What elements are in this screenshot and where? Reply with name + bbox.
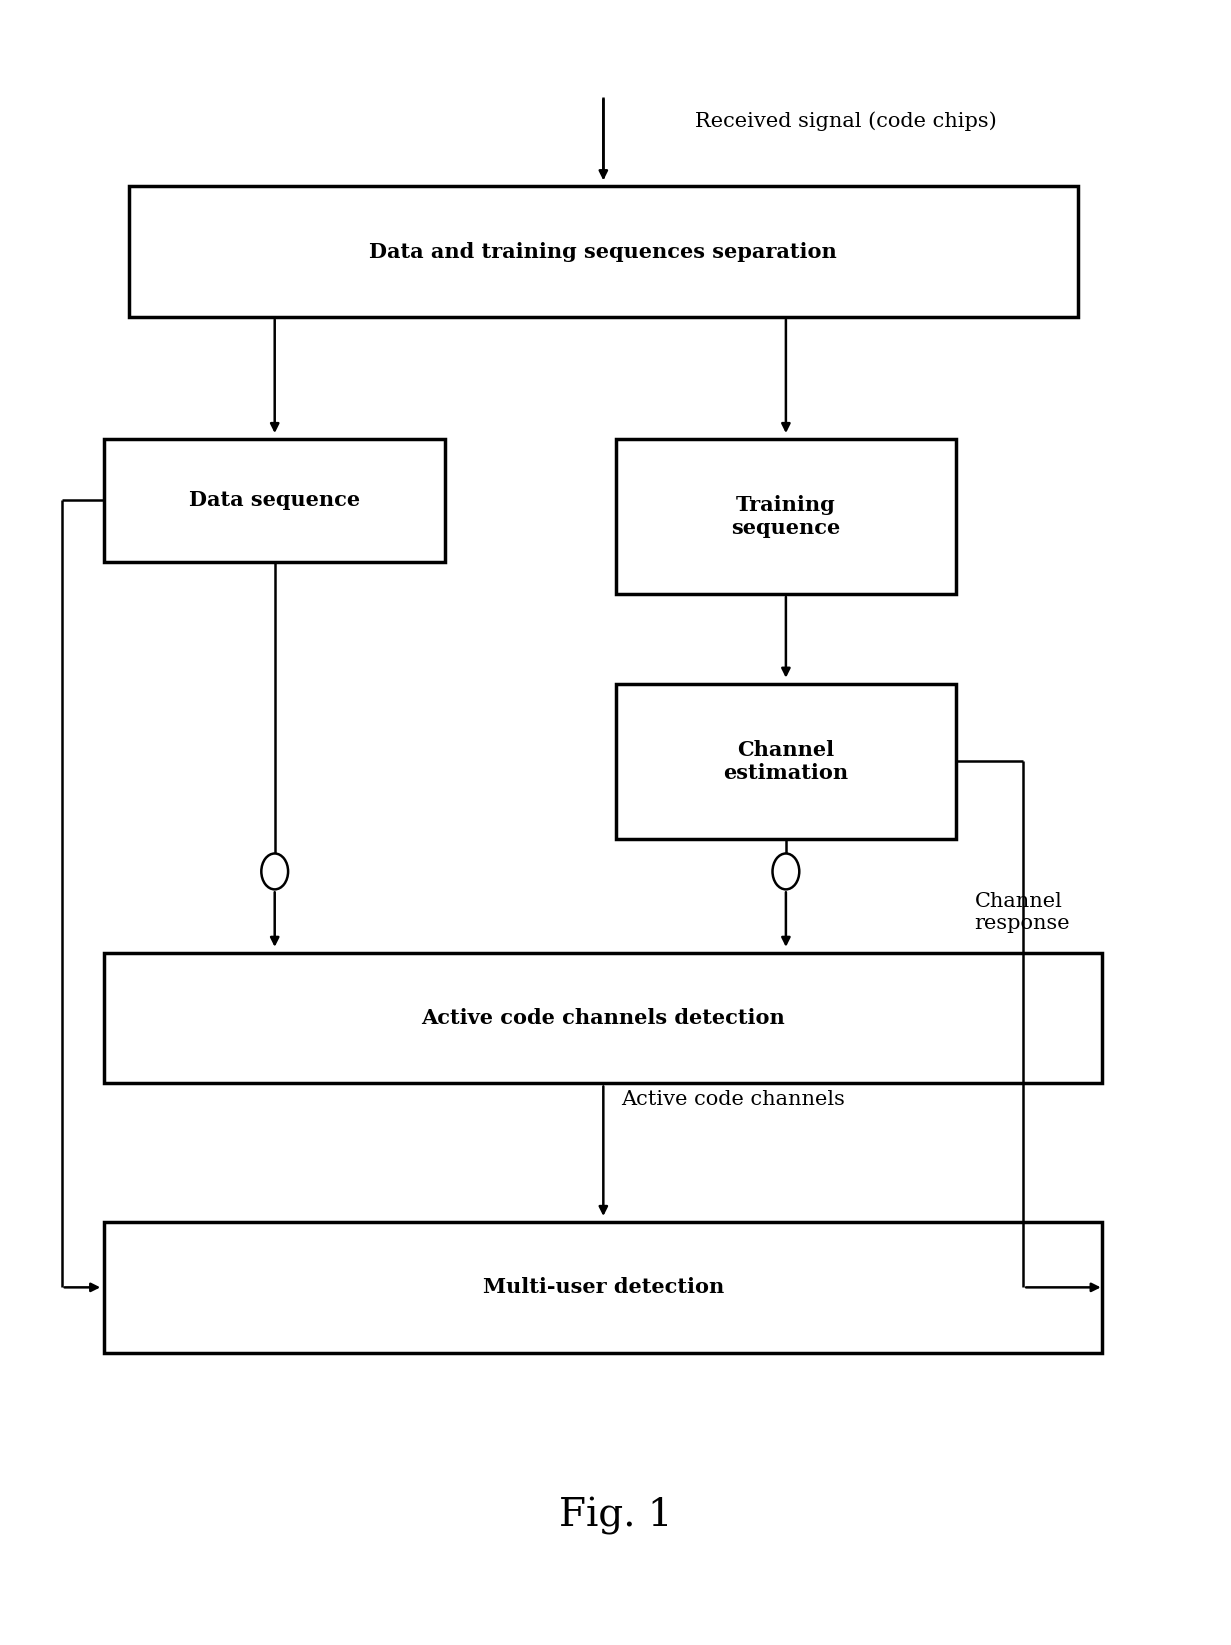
Text: Data sequence: Data sequence <box>190 490 361 510</box>
Text: Multi-user detection: Multi-user detection <box>483 1278 724 1298</box>
Bar <box>105 439 446 561</box>
Circle shape <box>773 854 799 890</box>
Text: Active code channels detection: Active code channels detection <box>421 1008 785 1028</box>
Text: Active code channels: Active code channels <box>622 1091 846 1109</box>
Text: Training
sequence: Training sequence <box>731 495 841 538</box>
Text: Channel
estimation: Channel estimation <box>724 740 848 783</box>
Bar <box>129 186 1078 317</box>
Bar <box>616 684 956 839</box>
Bar <box>616 439 956 594</box>
Text: Data and training sequences separation: Data and training sequences separation <box>369 242 837 262</box>
Text: Channel
response: Channel response <box>975 892 1070 933</box>
Text: Fig. 1: Fig. 1 <box>559 1497 672 1535</box>
Bar <box>105 952 1102 1084</box>
Text: Received signal (code chips): Received signal (code chips) <box>694 112 996 132</box>
Circle shape <box>261 854 288 890</box>
Bar <box>105 1222 1102 1352</box>
